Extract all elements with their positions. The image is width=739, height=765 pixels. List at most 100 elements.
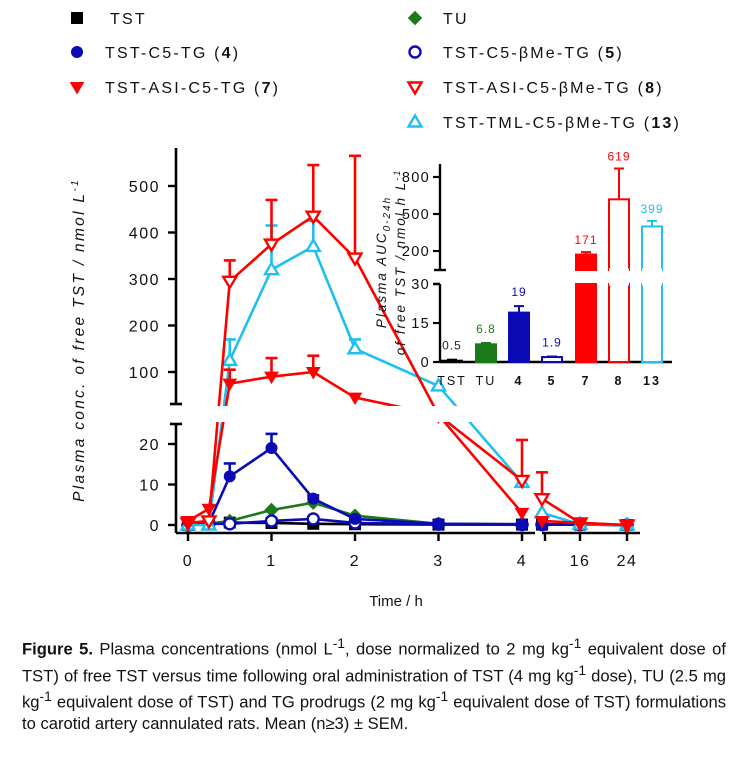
marker-triangle-up	[221, 351, 239, 367]
inset-data-label: 0.5	[442, 339, 462, 353]
main-chart-series	[177, 154, 636, 534]
legend-label-text: )	[656, 80, 664, 97]
legend-item: TST-TML-C5-βMe-TG (13)	[406, 113, 681, 132]
legend-item: TST-C5-βMe-TG (5)	[408, 45, 624, 62]
marker-diamond	[407, 10, 423, 26]
caption-sup: -1	[435, 688, 449, 705]
inset-bar-TU: 6.8 TU	[475, 322, 497, 388]
legend-label-text: )	[674, 115, 682, 132]
x-tick-label: 3	[433, 553, 443, 570]
caption-text: , dose normalized to 2 mg kg	[344, 639, 569, 659]
marker-triangle-down	[619, 520, 635, 533]
marker-circle	[349, 512, 361, 525]
y-tick-label: 100	[129, 365, 160, 382]
marker-triangle-down	[572, 517, 588, 531]
legend-item: TST-ASI-C5-βMe-TG (8)	[406, 80, 664, 97]
inset-bar	[508, 311, 530, 364]
marker-circle	[306, 512, 320, 526]
inset-y-tick-label: 200	[402, 244, 430, 260]
marker-triangle-up	[262, 260, 281, 276]
legend-label-bold: 5	[605, 45, 616, 62]
marker-circle	[408, 45, 422, 59]
legend-label-text: TST	[110, 11, 147, 28]
inset-bar-lower	[575, 283, 597, 363]
marker-triangle-down	[264, 371, 279, 385]
caption-sup: -1	[568, 635, 582, 651]
marker-circle	[223, 517, 237, 531]
marker-triangle-down	[222, 378, 238, 392]
inset-bar-8: 619 8	[607, 149, 630, 388]
marker-triangle-up	[429, 377, 448, 392]
legend-label-bold: 13	[651, 115, 673, 132]
caption-text: dose), TU (2.5 mg kg	[22, 666, 727, 712]
caption-sup: -1	[39, 688, 52, 705]
inset-bar-TST: 0.5 TST	[437, 339, 467, 388]
inset-data-label: 399	[640, 202, 663, 216]
marker-triangle-down	[534, 515, 550, 529]
inset-bar	[475, 343, 497, 364]
inset-category-label: 5	[548, 374, 557, 388]
caption-text: equivalent dose of TST) and TG prodrugs …	[51, 692, 436, 712]
y-tick-label: 20	[139, 437, 160, 454]
inset-category-label: TST	[437, 374, 467, 388]
inset-y-axis-label-line2: of free TST / nmol h L-1	[392, 169, 408, 356]
legend-item: TST	[71, 11, 147, 28]
marker-triangle-down	[514, 507, 530, 521]
marker-circle	[307, 492, 320, 505]
marker-circle	[265, 442, 278, 455]
marker-triangle-down	[221, 275, 239, 291]
marker-triangle-down	[304, 210, 322, 226]
marker-triangle-down	[201, 503, 217, 517]
legend-label-text: )	[273, 80, 281, 97]
legend-label-text: TST-ASI-C5-βMe-TG (	[443, 80, 645, 97]
legend-label-text: TST-C5-TG (	[105, 45, 222, 62]
legend-label-text: TST-C5-βMe-TG (	[443, 45, 605, 62]
inset-bar	[441, 359, 463, 364]
inset-category-label: 7	[582, 374, 591, 388]
series-4	[180, 354, 635, 533]
y-tick-label: 10	[139, 478, 160, 495]
inset-bar-chart: 200500800015300.5TST6.8TU1941.9517176198…	[374, 149, 672, 388]
inset-category-label: 13	[643, 374, 661, 388]
y-axis-label-sup: -1	[70, 178, 81, 192]
y-tick-label: 300	[129, 272, 160, 289]
legend-label: TST-C5-TG (4)	[105, 45, 240, 62]
x-tick-label: 16	[570, 553, 591, 570]
marker-triangle-down	[262, 238, 281, 253]
caption-text: equivalent dose of TST) formulations to …	[22, 692, 726, 733]
inset-y-tick-label: 500	[402, 207, 430, 223]
x-tick-label: 1	[266, 553, 276, 570]
legend-label: TU	[443, 11, 469, 28]
figure-caption: Figure 5. Plasma concentrations (nmol L-…	[22, 633, 726, 734]
y-tick-label: 0	[150, 518, 160, 535]
inset-bar-lower	[641, 283, 663, 363]
legend-label: TST-ASI-C5-TG (7)	[105, 80, 280, 97]
marker-triangle-down	[347, 392, 363, 406]
marker-circle	[223, 470, 236, 483]
legend-label-text: )	[616, 45, 624, 62]
x-tick-label: 24	[617, 553, 638, 570]
inset-y-tick-label: 0	[421, 355, 430, 371]
marker-triangle-down	[406, 81, 424, 96]
inset-bar-upper	[641, 225, 663, 271]
marker-triangle-up	[406, 113, 424, 128]
caption-sup: -1	[332, 635, 345, 651]
marker-triangle-down	[180, 515, 196, 529]
inset-data-label: 171	[574, 233, 597, 247]
inset-bar-upper	[608, 198, 630, 271]
inset-data-label: 19	[511, 285, 526, 299]
inset-bar-4: 19 4	[508, 285, 530, 388]
inset-bar-13: 399 13	[640, 202, 663, 388]
legend-label-text: TU	[443, 11, 469, 28]
legend-label-bold: 8	[645, 80, 656, 97]
marker-triangle-down	[305, 367, 321, 380]
marker-circle	[516, 518, 528, 531]
inset-y-tick-label: 15	[411, 316, 430, 332]
legend-label-bold: 7	[262, 80, 273, 97]
inset-bar-upper	[575, 253, 597, 271]
y-tick-label: 400	[129, 226, 160, 243]
legend-label: TST-TML-C5-βMe-TG (13)	[443, 115, 681, 132]
